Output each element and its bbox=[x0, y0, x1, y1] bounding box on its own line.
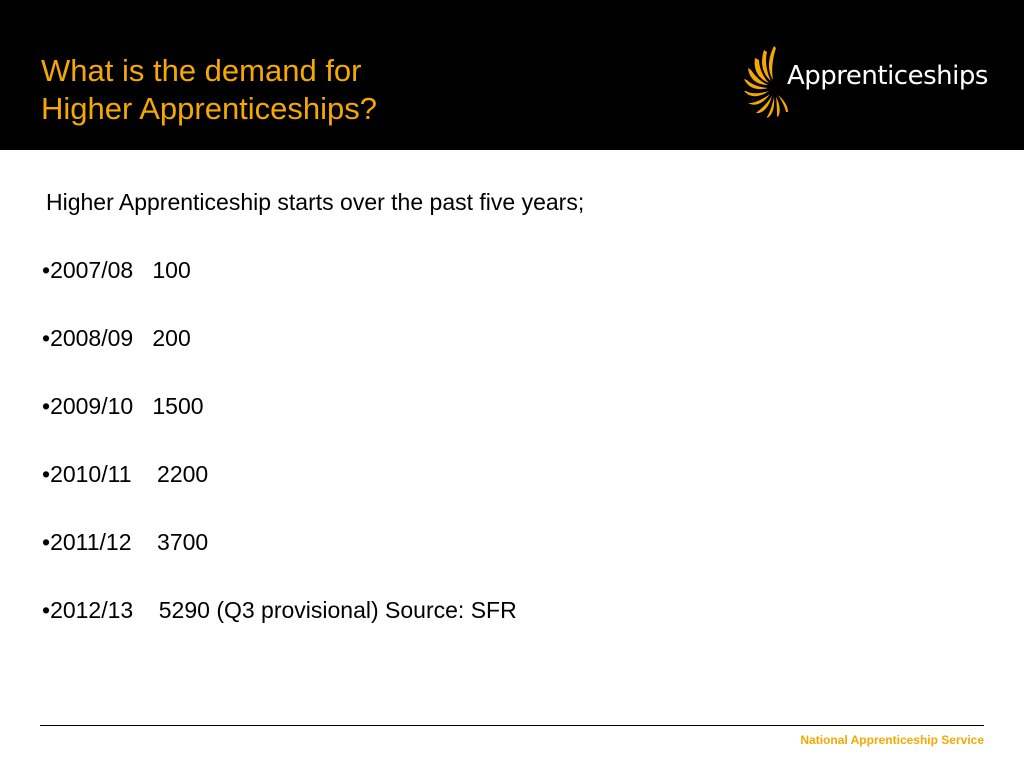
bullet-text: 2010/11 2200 bbox=[50, 461, 209, 487]
list-item: •2011/12 3700 bbox=[42, 525, 584, 559]
bullet-icon: • bbox=[42, 597, 51, 623]
slide-header: What is the demand for Higher Apprentice… bbox=[0, 0, 1024, 150]
bullet-icon: • bbox=[42, 393, 51, 419]
bullet-text: 2008/09 200 bbox=[50, 325, 191, 351]
apprenticeships-logo: Apprenticeships bbox=[740, 44, 1000, 120]
title-line-2: Higher Apprenticeships? bbox=[41, 91, 378, 126]
bullet-icon: • bbox=[42, 325, 51, 351]
list-item: •2008/09 200 bbox=[42, 321, 584, 355]
bullet-icon: • bbox=[42, 529, 51, 555]
list-item: •2010/11 2200 bbox=[42, 457, 584, 491]
bullet-icon: • bbox=[42, 257, 51, 283]
bullet-icon: • bbox=[42, 461, 51, 487]
bullet-text: 2011/12 3700 bbox=[50, 529, 209, 555]
intro-text: Higher Apprenticeship starts over the pa… bbox=[46, 189, 585, 215]
slide-title: What is the demand for Higher Apprentice… bbox=[41, 52, 377, 128]
title-line-1: What is the demand for bbox=[41, 53, 362, 88]
slide-body: Higher Apprenticeship starts over the pa… bbox=[42, 185, 585, 661]
bullet-text: 2007/08 100 bbox=[50, 257, 191, 283]
bullet-list: •2007/08 100 •2008/09 200 •2009/10 1500 … bbox=[42, 253, 584, 627]
bullet-text: 2009/10 1500 bbox=[50, 393, 204, 419]
list-item: •2012/13 5290 (Q3 provisional) Source: S… bbox=[42, 593, 584, 627]
footer-text: National Apprenticeship Service bbox=[800, 733, 984, 747]
list-item: •2009/10 1500 bbox=[42, 389, 584, 423]
sunburst-logo-icon bbox=[744, 46, 788, 118]
list-item: •2007/08 100 bbox=[42, 253, 584, 287]
footer-divider bbox=[40, 725, 984, 726]
logo-text: Apprenticeships bbox=[787, 61, 988, 91]
bullet-text: 2012/13 5290 (Q3 provisional) Source: SF… bbox=[50, 597, 517, 623]
